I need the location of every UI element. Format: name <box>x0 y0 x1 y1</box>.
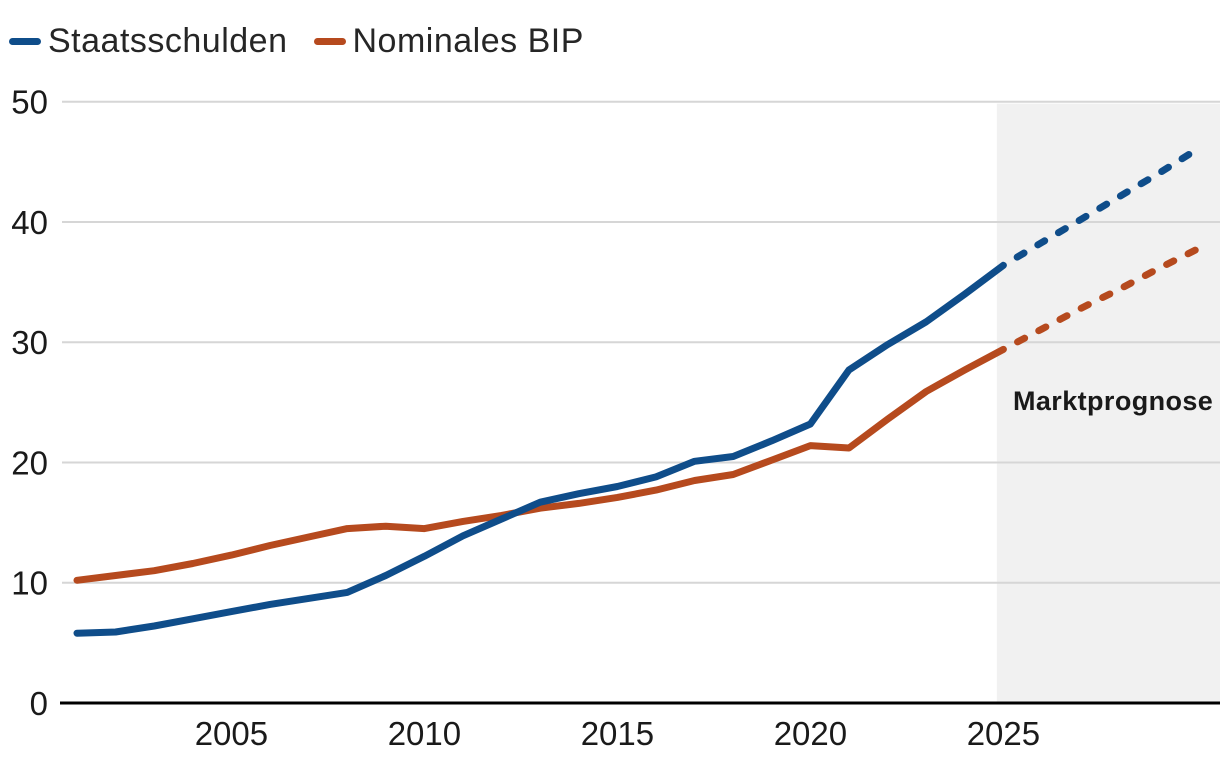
legend-item-nominales-bip: Nominales BIP <box>313 22 584 60</box>
x-tick-label-2010: 2010 <box>388 715 461 752</box>
legend-swatch-icon <box>313 37 346 45</box>
y-tick-label-0: 0 <box>30 685 48 722</box>
y-tick-label-40: 40 <box>11 204 48 241</box>
x-tick-label-2025: 2025 <box>967 715 1040 752</box>
legend-swatch-icon <box>9 37 41 45</box>
forecast-region-label: Marktprognose <box>1013 386 1214 416</box>
x-tick-label-2005: 2005 <box>195 715 268 752</box>
y-tick-label-20: 20 <box>11 444 48 481</box>
y-tick-label-30: 30 <box>11 324 48 361</box>
legend: Staatsschulden Nominales BIP <box>9 24 584 58</box>
legend-label: Nominales BIP <box>352 22 584 60</box>
y-tick-label-10: 10 <box>11 565 48 602</box>
series-line-debt <box>73 261 1007 637</box>
x-tick-label-2015: 2015 <box>581 715 654 752</box>
y-tick-label-50: 50 <box>11 84 48 121</box>
legend-item-staatsschulden: Staatsschulden <box>9 24 288 58</box>
legend-label: Staatsschulden <box>48 22 288 60</box>
x-tick-label-2020: 2020 <box>774 715 847 752</box>
series-line-gdp <box>73 345 1007 584</box>
series-line-gdp-forecast <box>999 246 1200 353</box>
series-line-debt-forecast <box>999 146 1200 269</box>
